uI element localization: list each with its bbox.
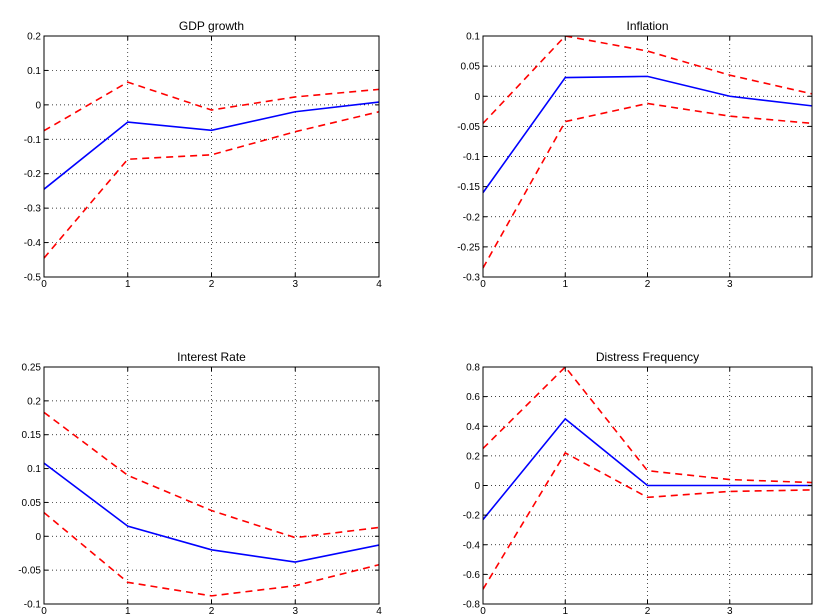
x-tick-label: 2: [645, 606, 651, 614]
y-tick-label: 0.05: [22, 498, 42, 509]
chart-panel-2: 0 1 2 3 -0.3 -0.25 -0.2 -0.15 -0.1 -0.05 0 0.05 0.1 I…: [457, 19, 813, 290]
y-tick-label: -0.15: [457, 182, 480, 193]
y-tick-label: -0.2: [463, 511, 481, 522]
x-tick-label: 0: [41, 606, 47, 614]
y-tick-label: 0.2: [27, 32, 41, 43]
series-group: [483, 367, 812, 590]
y-tick-label: -0.4: [463, 540, 481, 551]
series-group: [44, 411, 379, 597]
y-tick-label: 0.8: [466, 363, 480, 374]
x-tick-label: 0: [41, 279, 47, 290]
y-tick-label: -0.4: [24, 238, 42, 249]
x-tick-label: 2: [209, 606, 215, 614]
series-group: [44, 81, 379, 259]
confidence-band-line: [44, 81, 379, 132]
impulse-response-line: [44, 101, 379, 190]
y-tick-label: -0.1: [24, 600, 42, 611]
y-tick-label: -0.05: [457, 122, 480, 133]
y-tick-label: 0.2: [27, 396, 41, 407]
y-tick-label: -0.25: [457, 242, 480, 253]
panel-title: Distress Frequency: [596, 350, 699, 364]
x-tick-label: 0: [480, 606, 486, 614]
y-tick-label: 0.15: [22, 430, 42, 441]
confidence-band-line: [44, 511, 379, 597]
chart-panel-4: 0 1 2 3 -0.8 -0.6 -0.4 -0.2 0 0.2 0.4 0.6 0.8 Distres…: [463, 350, 813, 614]
plot-frame: [43, 366, 380, 605]
y-tick-label: 0: [474, 481, 480, 492]
x-tick-label: 1: [125, 606, 131, 614]
panel-title: GDP growth: [179, 19, 244, 33]
x-tick-label: 1: [562, 606, 568, 614]
x-tick-label: 4: [376, 606, 382, 614]
x-tick-label: 3: [727, 279, 733, 290]
y-tick-label: 0: [474, 92, 480, 103]
confidence-band-line: [483, 367, 812, 484]
impulse-response-line: [483, 75, 812, 194]
series-group: [483, 36, 812, 269]
confidence-band-line: [44, 110, 379, 259]
y-tick-label: -0.3: [24, 204, 42, 215]
x-tick-label: 4: [376, 279, 382, 290]
panel-title: Interest Rate: [177, 350, 246, 364]
x-tick-label: 3: [727, 606, 733, 614]
x-tick-label: 3: [292, 606, 298, 614]
y-tick-label: -0.5: [24, 273, 42, 284]
y-tick-label: 0.05: [461, 62, 481, 73]
chart-panel-1: 0 1 2 3 4 -0.5 -0.4 -0.3 -0.2 -0.1 0 0.1 0.2 GDP grow…: [24, 19, 382, 290]
y-tick-label: 0.1: [27, 464, 41, 475]
y-tick-label: -0.2: [463, 212, 481, 223]
y-tick-label: 0.1: [466, 32, 480, 43]
chart-panel-3: 0 1 2 3 4 -0.1 -0.05 0 0.05 0.1 0.15 0.2 0.25 Interes…: [18, 350, 382, 614]
y-tick-label: 0: [35, 532, 41, 543]
confidence-band-line: [483, 102, 812, 269]
y-tick-label: 0.25: [22, 363, 42, 374]
x-tick-label: 3: [292, 279, 298, 290]
y-tick-label: -0.1: [24, 135, 42, 146]
x-tick-label: 1: [562, 279, 568, 290]
x-tick-label: 2: [645, 279, 651, 290]
y-tick-label: 0.4: [466, 422, 480, 433]
y-tick-label: -0.1: [463, 152, 481, 163]
confidence-band-line: [483, 451, 812, 590]
confidence-band-line: [483, 36, 812, 124]
y-tick-label: 0.2: [466, 451, 480, 462]
x-tick-label: 0: [480, 279, 486, 290]
impulse-response-line: [44, 462, 379, 563]
y-tick-label: 0: [35, 100, 41, 111]
y-tick-label: 0.1: [27, 66, 41, 77]
panel-title: Inflation: [626, 19, 668, 33]
y-tick-label: -0.05: [18, 566, 41, 577]
y-tick-label: -0.3: [463, 273, 481, 284]
x-tick-label: 1: [125, 279, 131, 290]
y-tick-label: -0.2: [24, 169, 42, 180]
y-tick-label: -0.6: [463, 570, 481, 581]
impulse-response-line: [483, 417, 812, 521]
y-tick-label: -0.8: [463, 600, 481, 611]
y-tick-label: 0.6: [466, 392, 480, 403]
x-tick-label: 2: [209, 279, 215, 290]
confidence-band-line: [44, 411, 379, 539]
